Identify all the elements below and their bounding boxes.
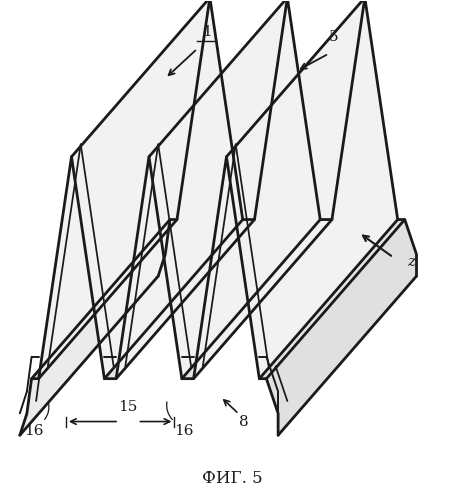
Polygon shape [226,0,397,378]
Polygon shape [149,0,319,378]
Text: 8: 8 [238,414,248,428]
Polygon shape [193,0,364,378]
Text: ФИГ. 5: ФИГ. 5 [201,470,262,487]
Text: 16: 16 [174,424,193,438]
Text: z: z [407,256,414,270]
Text: 15: 15 [118,400,138,414]
Text: 16: 16 [24,424,44,438]
Polygon shape [27,220,169,414]
Polygon shape [71,0,242,378]
Polygon shape [38,0,209,378]
Polygon shape [116,0,287,378]
Polygon shape [277,254,416,435]
Text: 5: 5 [328,30,338,44]
Text: 1: 1 [201,24,211,38]
Polygon shape [104,220,254,378]
Polygon shape [259,220,404,378]
Polygon shape [181,220,331,378]
Polygon shape [31,220,176,378]
Polygon shape [20,254,165,435]
Polygon shape [266,220,416,414]
